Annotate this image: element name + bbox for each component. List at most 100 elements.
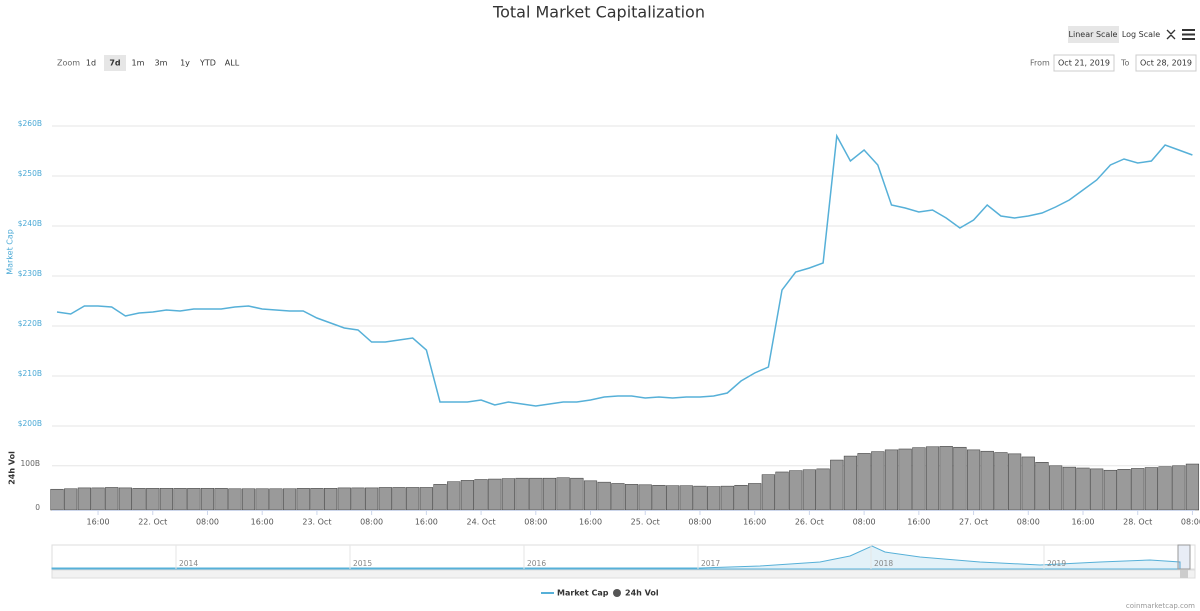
x-tick-label: 08:00: [1017, 518, 1040, 527]
y-tick-label: $230B: [18, 269, 42, 278]
volume-bar: [925, 446, 940, 511]
zoom-selected-bg: [104, 55, 126, 71]
volume-bar: [939, 446, 953, 511]
volume-bar: [77, 487, 91, 511]
volume-bar: [1172, 465, 1186, 511]
volume-bar: [693, 485, 707, 511]
menu-icon[interactable]: [1182, 29, 1195, 40]
volume-bar: [378, 487, 392, 511]
volume-bar: [296, 488, 310, 511]
from-date[interactable]: Oct 21, 2019: [1058, 59, 1110, 68]
volume-bar: [501, 478, 516, 511]
volume-bar: [871, 451, 885, 511]
volume-bar: [146, 488, 160, 511]
volume-bar: [816, 468, 830, 511]
scrollbar[interactable]: [51, 569, 1196, 579]
x-tick-label: 08:00: [196, 518, 219, 527]
volume-bar: [624, 484, 639, 511]
zoom-button[interactable]: 1d: [86, 59, 96, 68]
volume-bar: [802, 469, 816, 511]
volume-bar: [282, 488, 297, 511]
zoom-label: Zoom: [57, 59, 80, 68]
scale-button[interactable]: Linear Scale: [1069, 30, 1118, 39]
to-label: To: [1120, 59, 1130, 68]
zoom-button[interactable]: 1y: [180, 59, 190, 68]
volume-bar: [953, 446, 967, 511]
volume-bar: [843, 455, 858, 511]
scale-button[interactable]: Log Scale: [1122, 30, 1160, 39]
volume-bar: [159, 488, 174, 511]
x-tick-label: 23. Oct: [302, 518, 331, 527]
volume-bar: [789, 470, 803, 511]
volume-bar: [966, 449, 981, 511]
chart-title: Total Market Capitalization: [492, 3, 705, 22]
x-tick-label: 08:00: [853, 518, 876, 527]
x-tick-label: 16:00: [743, 518, 766, 527]
zoom-button[interactable]: 1m: [132, 59, 145, 68]
volume-bar: [1076, 467, 1090, 511]
volume-bar: [351, 487, 365, 511]
volume-bar: [542, 477, 557, 511]
zoom-button[interactable]: 7d: [109, 59, 121, 68]
x-tick-label: 25. Oct: [631, 518, 660, 527]
volume-bar: [132, 488, 146, 511]
volume-bar: [64, 488, 78, 511]
zoom-button[interactable]: 3m: [155, 59, 168, 68]
volume-bar: [1117, 469, 1131, 511]
volume-bar: [1008, 453, 1022, 511]
volume-bar: [1144, 467, 1158, 511]
x-tick-label: 08:00: [360, 518, 383, 527]
y-axis-title: Market Cap: [6, 229, 15, 275]
y-tick-label: $260B: [18, 119, 42, 128]
to-date[interactable]: Oct 28, 2019: [1140, 59, 1192, 68]
x-tick-label: 27. Oct: [959, 518, 988, 527]
volume-bar: [447, 481, 461, 511]
x-tick-label: 08:00: [1181, 518, 1200, 527]
y-tick-label: $240B: [18, 219, 42, 228]
y2-tick-label: 0: [35, 503, 40, 512]
legend-marker[interactable]: [613, 589, 621, 597]
volume-bar: [433, 484, 447, 511]
x-tick-label: 16:00: [415, 518, 438, 527]
legend-label[interactable]: Market Cap: [557, 589, 609, 598]
credit: coinmarketcap.com: [1126, 602, 1195, 610]
volume-bar: [1035, 462, 1049, 511]
x-tick-label: 16:00: [251, 518, 274, 527]
volume-bar: [173, 488, 187, 511]
zoom-button[interactable]: YTD: [199, 59, 216, 68]
y-tick-label: $220B: [18, 319, 42, 328]
fullscreen-icon[interactable]: [1166, 29, 1176, 40]
volume-bar: [980, 450, 994, 511]
volume-bar: [638, 484, 652, 511]
market-cap-line: [56, 133, 1193, 407]
x-tick-label: 16:00: [907, 518, 930, 527]
volume-bar: [529, 477, 543, 511]
x-tick-label: 16:00: [579, 518, 602, 527]
scrollbar-thumb[interactable]: [1180, 570, 1188, 578]
zoom-button[interactable]: ALL: [225, 59, 240, 68]
navigator-window[interactable]: [1177, 544, 1191, 570]
volume-bar: [707, 486, 721, 511]
from-input[interactable]: [1053, 54, 1115, 72]
legend-label[interactable]: 24h Vol: [625, 589, 659, 598]
y-tick-label: $210B: [18, 369, 42, 378]
scale-button-bg[interactable]: [1068, 26, 1119, 43]
x-tick-label: 22. Oct: [138, 518, 167, 527]
volume-bar: [419, 487, 433, 511]
navigator-year: 2019: [1047, 559, 1066, 568]
x-tick-label: 08:00: [524, 518, 547, 527]
volume-bar: [214, 488, 228, 511]
volume-bar: [679, 485, 693, 511]
y2-axis-title: 24h Vol: [8, 451, 17, 485]
to-input[interactable]: [1135, 54, 1197, 72]
volume-bar: [556, 477, 570, 511]
volume-bar: [1158, 466, 1172, 511]
volume-bar: [228, 488, 242, 511]
x-tick-label: 26. Oct: [795, 518, 824, 527]
volume-bar: [118, 487, 132, 511]
volume-bar: [337, 487, 351, 511]
volume-bar: [597, 481, 611, 511]
y-tick-label: $250B: [18, 169, 42, 178]
navigator-series: [51, 545, 1181, 570]
